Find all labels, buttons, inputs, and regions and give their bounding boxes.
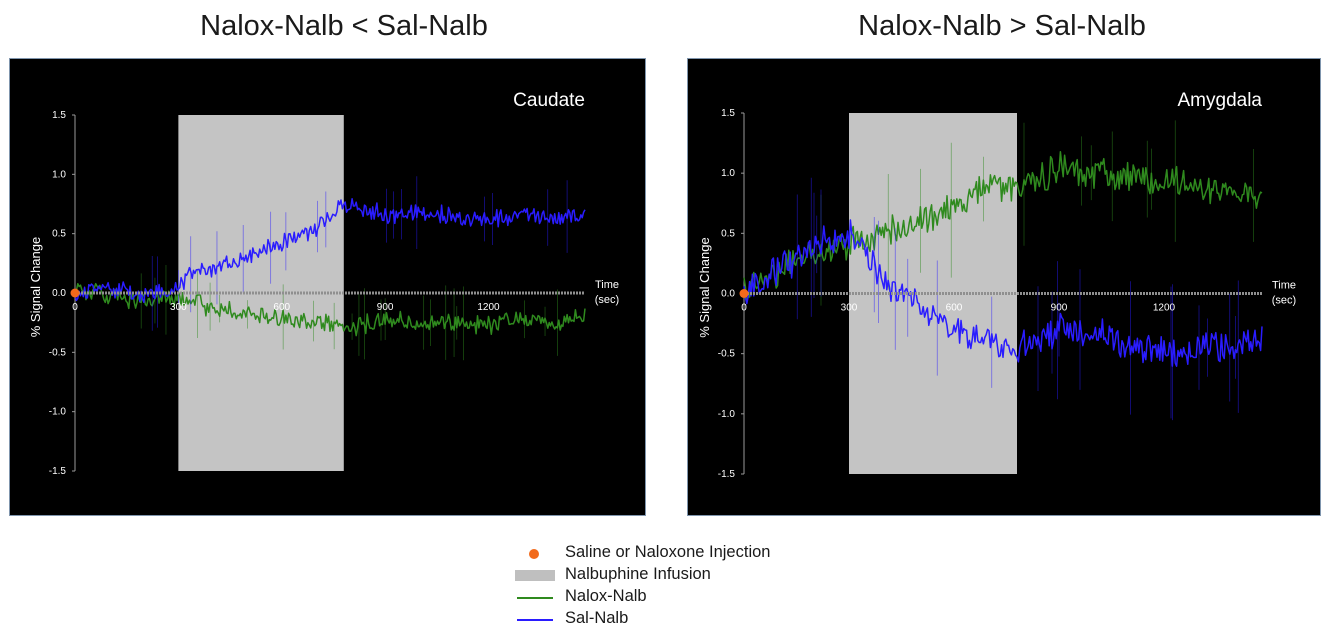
amygdala-x-tick-label: 900	[1051, 303, 1068, 314]
sal-line-icon	[517, 619, 553, 621]
nalox-line-icon	[517, 597, 553, 599]
caudate-chart: 1.5 1.0 0.5 0.0 -0.5 -1.0 -1.5 0 300 600 900 1200 Ti…	[9, 58, 646, 516]
amygdala-y-tick-label: -1.5	[718, 469, 736, 480]
caudate-x-tick-label: 600	[273, 302, 290, 313]
amygdala-nalox-line	[743, 150, 1263, 302]
amygdala-y-tick-label: -0.5	[718, 349, 736, 360]
amygdala-x-tick-label: 600	[946, 303, 963, 314]
caudate-injection-marker	[70, 288, 80, 298]
amygdala-y-tick-label: -1.0	[718, 409, 736, 420]
amygdala-injection-marker	[739, 289, 749, 298]
injection-dot-icon	[529, 549, 539, 559]
amygdala-x-axis-label-time: Time	[1272, 280, 1296, 292]
amygdala-x-tick-label: 1200	[1153, 303, 1176, 314]
caudate-y-tick-label: 0.5	[52, 229, 66, 240]
caudate-x-tick-label: 300	[170, 302, 187, 313]
caudate-y-tick-label: -0.5	[49, 347, 67, 358]
amygdala-chart: 1.5 1.0 0.5 0.0 -0.5 -1.0 -1.5 0 300 600 900 1200 Ti…	[687, 58, 1321, 516]
caudate-nalox-line	[74, 282, 586, 337]
legend-label-nalox: Nalox-Nalb	[565, 587, 647, 605]
infusion-bar-icon	[515, 570, 555, 581]
caudate-y-tick-label: 1.0	[52, 169, 66, 180]
legend-label-infusion: Nalbuphine Infusion	[565, 565, 711, 583]
left-panel-title: Nalox-Nalb < Sal-Nalb	[200, 10, 488, 42]
amygdala-x-tick-label: 300	[841, 303, 858, 314]
amygdala-y-axis-label: % Signal Change	[697, 237, 712, 337]
right-panel-title: Nalox-Nalb > Sal-Nalb	[858, 10, 1146, 42]
amygdala-y-tick-label: 1.5	[721, 108, 735, 119]
amygdala-y-tick-label: 0.5	[721, 228, 735, 239]
caudate-y-axis-label: % Signal Change	[28, 237, 43, 337]
amygdala-y-tick-label: 0.0	[721, 289, 735, 300]
caudate-y-tick-label: 0.0	[52, 288, 66, 299]
caudate-y-tick-label: -1.0	[49, 407, 67, 418]
legend-label-sal: Sal-Nalb	[565, 609, 629, 627]
caudate-x-tick-label: 0	[72, 302, 78, 313]
caudate-x-axis-label-time: Time	[595, 279, 619, 291]
amygdala-x-axis-label-unit: (sec)	[1272, 295, 1296, 307]
legend-label-injection: Saline or Naloxone Injection	[565, 543, 771, 561]
caudate-y-tick-label: 1.5	[52, 110, 66, 121]
caudate-x-axis-label-unit: (sec)	[595, 294, 619, 306]
amygdala-x-tick-label: 0	[741, 303, 747, 314]
caudate-x-tick-label: 1200	[477, 302, 500, 313]
amygdala-region-label: Amygdala	[1178, 90, 1263, 111]
amygdala-sal-line	[743, 219, 1263, 367]
caudate-y-tick-label: -1.5	[49, 466, 67, 477]
caudate-region-label: Caudate	[513, 90, 585, 111]
caudate-x-tick-label: 900	[377, 302, 394, 313]
amygdala-y-tick-label: 1.0	[721, 168, 735, 179]
